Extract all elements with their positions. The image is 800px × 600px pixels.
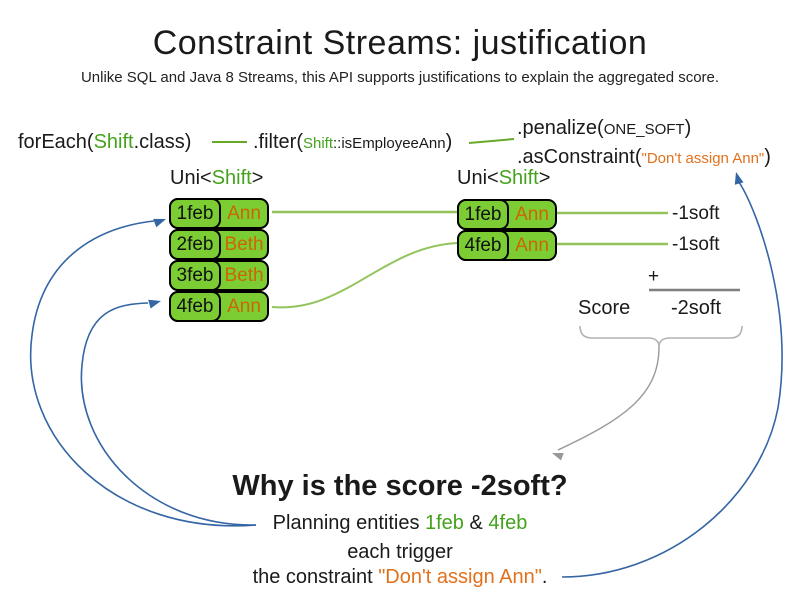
code-penalize: .penalize(ONE_SOFT) xyxy=(517,116,691,142)
blue-arrowhead-1feb-icon xyxy=(153,218,166,228)
uni-suffix: > xyxy=(538,167,551,189)
uni-suffix: > xyxy=(251,167,264,189)
blue-arrow-4feb-line xyxy=(80,302,257,526)
shift-date-cell: 1feb xyxy=(457,199,509,230)
shift-date-cell: 4feb xyxy=(169,291,221,322)
code-token-class: Shift xyxy=(303,135,334,152)
explanation-line-2: each trigger xyxy=(347,541,453,563)
shift-date-cell: 1feb xyxy=(169,198,221,229)
uni-prefix: Uni< xyxy=(457,167,499,189)
expl-constraint-name: "Don't assign Ann" xyxy=(378,566,542,588)
score-label: Score xyxy=(578,297,631,319)
uni-prefix: Uni< xyxy=(170,167,212,189)
plus-sign: + xyxy=(648,266,660,287)
blue-arrowhead-4feb-icon xyxy=(148,299,161,309)
connector-filter-penalize xyxy=(468,138,515,144)
shift-employee-cell: Beth xyxy=(224,233,264,255)
uni-type: Shift xyxy=(498,167,539,189)
expl-entity-4feb: 4feb xyxy=(488,512,528,534)
expl-text: . xyxy=(541,566,548,588)
shift-date-cell: 3feb xyxy=(169,260,221,291)
code-token-constraint-name: "Don't assign Ann" xyxy=(641,150,765,167)
shift-employee-cell: Ann xyxy=(515,203,549,225)
code-token-class: Shift xyxy=(93,131,134,153)
shift-employee-cell: Ann xyxy=(227,295,261,317)
code-foreach: forEach(Shift.class) xyxy=(18,130,191,154)
code-token: ONE_SOFT xyxy=(603,121,685,138)
expl-text: Planning entities xyxy=(272,512,425,534)
expl-text: & xyxy=(463,512,489,534)
code-asconstraint: .asConstraint("Don't assign Ann") xyxy=(517,145,771,171)
code-filter: .filter(Shift::isEmployeeAnn) xyxy=(253,130,452,156)
expl-text: the constraint xyxy=(252,566,379,588)
explanation-line-3: the constraint "Don't assign Ann". xyxy=(0,565,800,589)
gray-arrow-line xyxy=(557,346,660,451)
table-row: 3feb Beth xyxy=(169,260,269,291)
table-row: 4feb Ann xyxy=(169,291,269,322)
code-token: .asConstraint( xyxy=(517,146,642,168)
page-subtitle: Unlike SQL and Java 8 Streams, this API … xyxy=(80,69,720,86)
shift-date-cell: 4feb xyxy=(457,230,509,261)
shift-employee-cell: Ann xyxy=(227,202,261,224)
code-token: ) xyxy=(764,146,771,168)
shift-date-cell: 2feb xyxy=(169,229,221,260)
blue-arrowhead-constraint-icon xyxy=(734,172,744,185)
left-shift-table: 1feb Ann 2feb Beth 3feb Beth 4feb Ann xyxy=(169,198,269,322)
score-brace xyxy=(579,325,743,348)
match-score-1: -1soft xyxy=(672,203,720,224)
table-row: 1feb Ann xyxy=(457,199,557,230)
blue-arrow-1feb-line xyxy=(29,220,257,527)
code-token: ) xyxy=(684,117,692,139)
expl-entity-1feb: 1feb xyxy=(425,512,464,534)
page-title: Constraint Streams: justification xyxy=(152,24,648,62)
code-token: forEach( xyxy=(18,131,94,153)
explanation-heading: Why is the score -2soft? xyxy=(232,470,568,502)
score-total: -2soft xyxy=(671,297,722,319)
gray-arrowhead-icon xyxy=(552,453,564,461)
table-row: 2feb Beth xyxy=(169,229,269,260)
uni-type: Shift xyxy=(211,167,252,189)
table-row: 4feb Ann xyxy=(457,230,557,261)
code-token: .class) xyxy=(133,131,192,153)
code-token: .penalize( xyxy=(517,117,604,139)
code-token: ::isEmployeeAnn xyxy=(333,135,446,152)
blue-arrow-constraint-line xyxy=(561,181,783,578)
code-token: .filter( xyxy=(253,131,303,153)
left-table-header: Uni<Shift> xyxy=(170,167,263,190)
explanation-line-1: Planning entities 1feb & 4feb xyxy=(0,511,800,535)
code-token: ) xyxy=(445,131,453,153)
right-table-header: Uni<Shift> xyxy=(457,167,550,190)
match-line-4feb xyxy=(271,242,458,309)
filtered-shift-table: 1feb Ann 4feb Ann xyxy=(457,199,557,261)
match-score-2: -1soft xyxy=(672,234,720,255)
shift-employee-cell: Beth xyxy=(224,264,264,286)
shift-employee-cell: Ann xyxy=(515,234,549,256)
table-row: 1feb Ann xyxy=(169,198,269,229)
